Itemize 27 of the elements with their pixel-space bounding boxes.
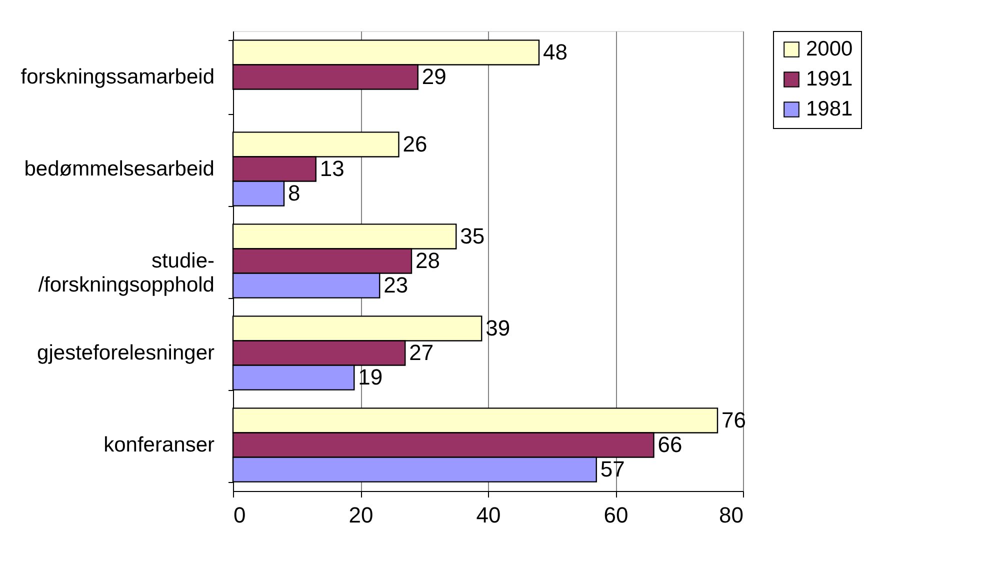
x-tick-label: 80 [719, 502, 744, 528]
data-label: 27 [409, 340, 434, 365]
data-label: 13 [320, 156, 344, 181]
data-label: 35 [460, 223, 485, 248]
y-tick-label: konferanser [104, 434, 214, 456]
legend-label: 2000 [806, 38, 853, 60]
data-label: 29 [422, 64, 446, 89]
x-tick-label: 20 [348, 502, 374, 528]
data-label: 19 [358, 364, 383, 390]
y-tick-label: bedømmelsesarbeid [24, 158, 214, 180]
data-label: 28 [416, 248, 440, 273]
x-tick-label: 40 [476, 502, 501, 528]
data-label: 48 [543, 39, 568, 64]
data-label: 76 [722, 407, 746, 432]
y-tick-label: forskningssamarbeid [20, 66, 214, 88]
x-tick-label: 60 [604, 502, 628, 528]
legend-label: 1981 [806, 98, 853, 120]
y-tick-label: gjesteforelesninger [37, 342, 214, 364]
data-label: 66 [658, 432, 682, 457]
y-tick-label: studie- /forskningsopphold [38, 250, 215, 296]
legend-label: 1991 [806, 68, 853, 90]
x-tick-label: 0 [234, 502, 246, 528]
data-label: 57 [600, 456, 625, 482]
data-label: 26 [402, 131, 428, 156]
data-label: 8 [288, 180, 300, 206]
data-label: 39 [486, 315, 510, 340]
data-label: 23 [384, 272, 408, 298]
